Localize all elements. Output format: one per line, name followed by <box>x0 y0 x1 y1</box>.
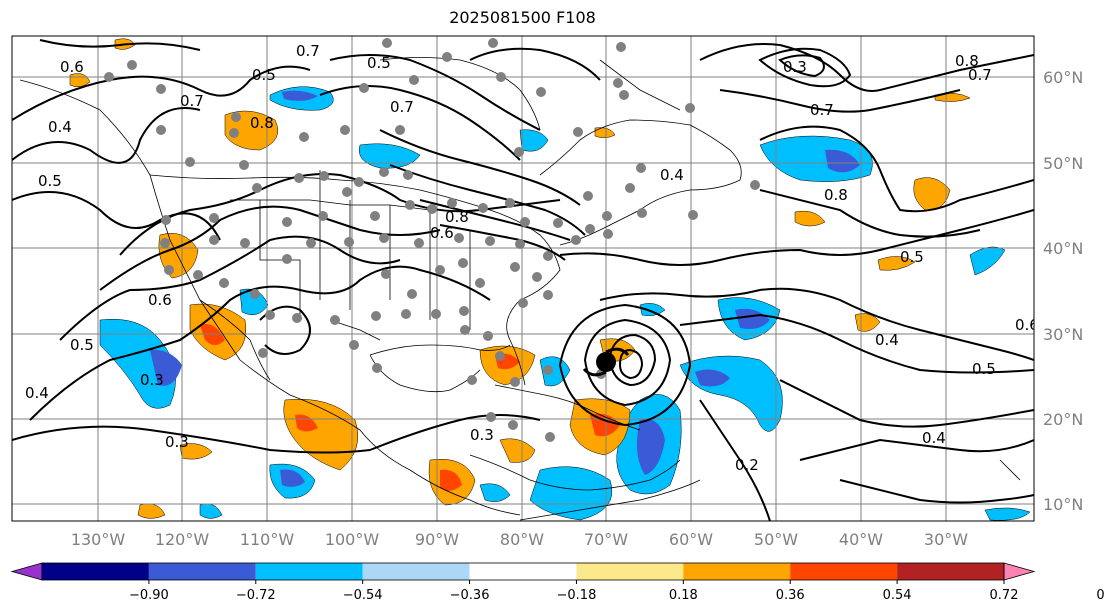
contour-label: 0.6 <box>1015 316 1039 334</box>
hurricane-symbol <box>582 347 630 377</box>
contour-label: 0.8 <box>445 208 469 226</box>
lon-label: 100°W <box>325 530 380 549</box>
lon-label: 110°W <box>240 530 295 549</box>
coastlines <box>19 57 1021 521</box>
contour-label: 0.4 <box>875 331 899 349</box>
lon-label: 30°W <box>924 530 968 549</box>
contour-label: 0.5 <box>70 336 94 354</box>
lat-label: 40°N <box>1043 239 1083 258</box>
colorbar-segment <box>576 563 684 580</box>
colorbar-extend-high <box>1003 562 1036 581</box>
lat-label: 10°N <box>1043 495 1083 514</box>
contour-label: 0.5 <box>38 172 62 190</box>
contour-label: 0.4 <box>660 166 684 184</box>
contour-label: 0.5 <box>367 54 391 72</box>
station-markers <box>104 38 760 442</box>
colorbar-tick-label: −0.54 <box>343 588 383 603</box>
contour-label: 0.3 <box>140 371 164 389</box>
lon-label: 90°W <box>415 530 459 549</box>
lon-label: 70°W <box>584 530 628 549</box>
colorbar-segment <box>790 563 898 580</box>
contour-label: 0.8 <box>824 186 848 204</box>
contour-label: 0.5 <box>972 360 996 378</box>
colorbar-tick-label: −0.18 <box>557 588 597 603</box>
colorbar-extend-low <box>10 562 43 581</box>
colorbar-tick-label: −0.36 <box>450 588 490 603</box>
colorbar-tick-label: 0.72 <box>990 588 1019 603</box>
contour-label: 0.4 <box>922 429 946 447</box>
contour-label: 0.5 <box>900 248 924 266</box>
colorbar-segment <box>255 563 363 580</box>
longitude-axis: 130°W 120°W 110°W 100°W 90°W 80°W 70°W 6… <box>71 530 968 549</box>
colorbar-tick-label: 0.18 <box>669 588 698 603</box>
figure-title: 2025081500 F108 <box>449 8 596 27</box>
colorbar-tick-label: 0.54 <box>883 588 912 603</box>
lat-label: 30°N <box>1043 325 1083 344</box>
contour-label: 0.7 <box>810 101 834 119</box>
contour-label: 0.8 <box>250 114 274 132</box>
colorbar-segment <box>148 563 256 580</box>
contour-label: 0.7 <box>180 92 204 110</box>
colorbar-segment <box>897 563 1004 580</box>
contour-label: 0.4 <box>48 118 72 136</box>
colorbar: −0.90 −0.72 −0.54 −0.36 −0.18 0.18 0.36 0.54 0.7… <box>10 562 1105 603</box>
lon-label: 50°W <box>754 530 798 549</box>
colorbar-segment <box>362 563 470 580</box>
colorbar-segment <box>469 563 577 580</box>
colorbar-segment <box>683 563 791 580</box>
shaded-fields <box>69 38 1031 521</box>
map-frame <box>11 35 1035 522</box>
contour-label: 0.7 <box>390 98 414 116</box>
contour-label: 0.3 <box>783 58 807 76</box>
lon-label: 60°W <box>669 530 713 549</box>
contour-label-layer: 0.6 0.5 0.7 0.5 0.7 0.8 0.3 0.8 0.7 0.4 … <box>25 42 1039 474</box>
lon-label: 80°W <box>500 530 544 549</box>
lat-label: 50°N <box>1043 154 1083 173</box>
colorbar-tick-label: 0.36 <box>776 588 805 603</box>
contour-label: 0.7 <box>968 66 992 84</box>
contour-label: 0.3 <box>165 433 189 451</box>
lon-label: 40°W <box>839 530 883 549</box>
lon-label: 120°W <box>155 530 210 549</box>
contour-label: 0.8 <box>955 52 979 70</box>
colorbar-tick-label: 0.90 <box>1096 588 1105 603</box>
contour-label: 0.3 <box>470 426 494 444</box>
contour-label: 0.5 <box>252 66 276 84</box>
contour-label: 0.6 <box>148 291 172 309</box>
contour-label: 0.4 <box>25 384 49 402</box>
lat-label: 20°N <box>1043 410 1083 429</box>
contour-label: 0.6 <box>430 224 454 242</box>
colorbar-segment <box>42 563 149 580</box>
colorbar-tick-label: −0.90 <box>129 588 169 603</box>
lon-label: 130°W <box>71 530 126 549</box>
contour-label: 0.6 <box>60 58 84 76</box>
colorbar-outline <box>41 562 1005 581</box>
contour-label: 0.2 <box>735 456 759 474</box>
latitude-axis: 60°N 50°N 40°N 30°N 20°N 10°N <box>1043 68 1083 514</box>
colorbar-tick-label: −0.72 <box>236 588 276 603</box>
contour-label: 0.7 <box>296 42 320 60</box>
lat-label: 60°N <box>1043 68 1083 87</box>
